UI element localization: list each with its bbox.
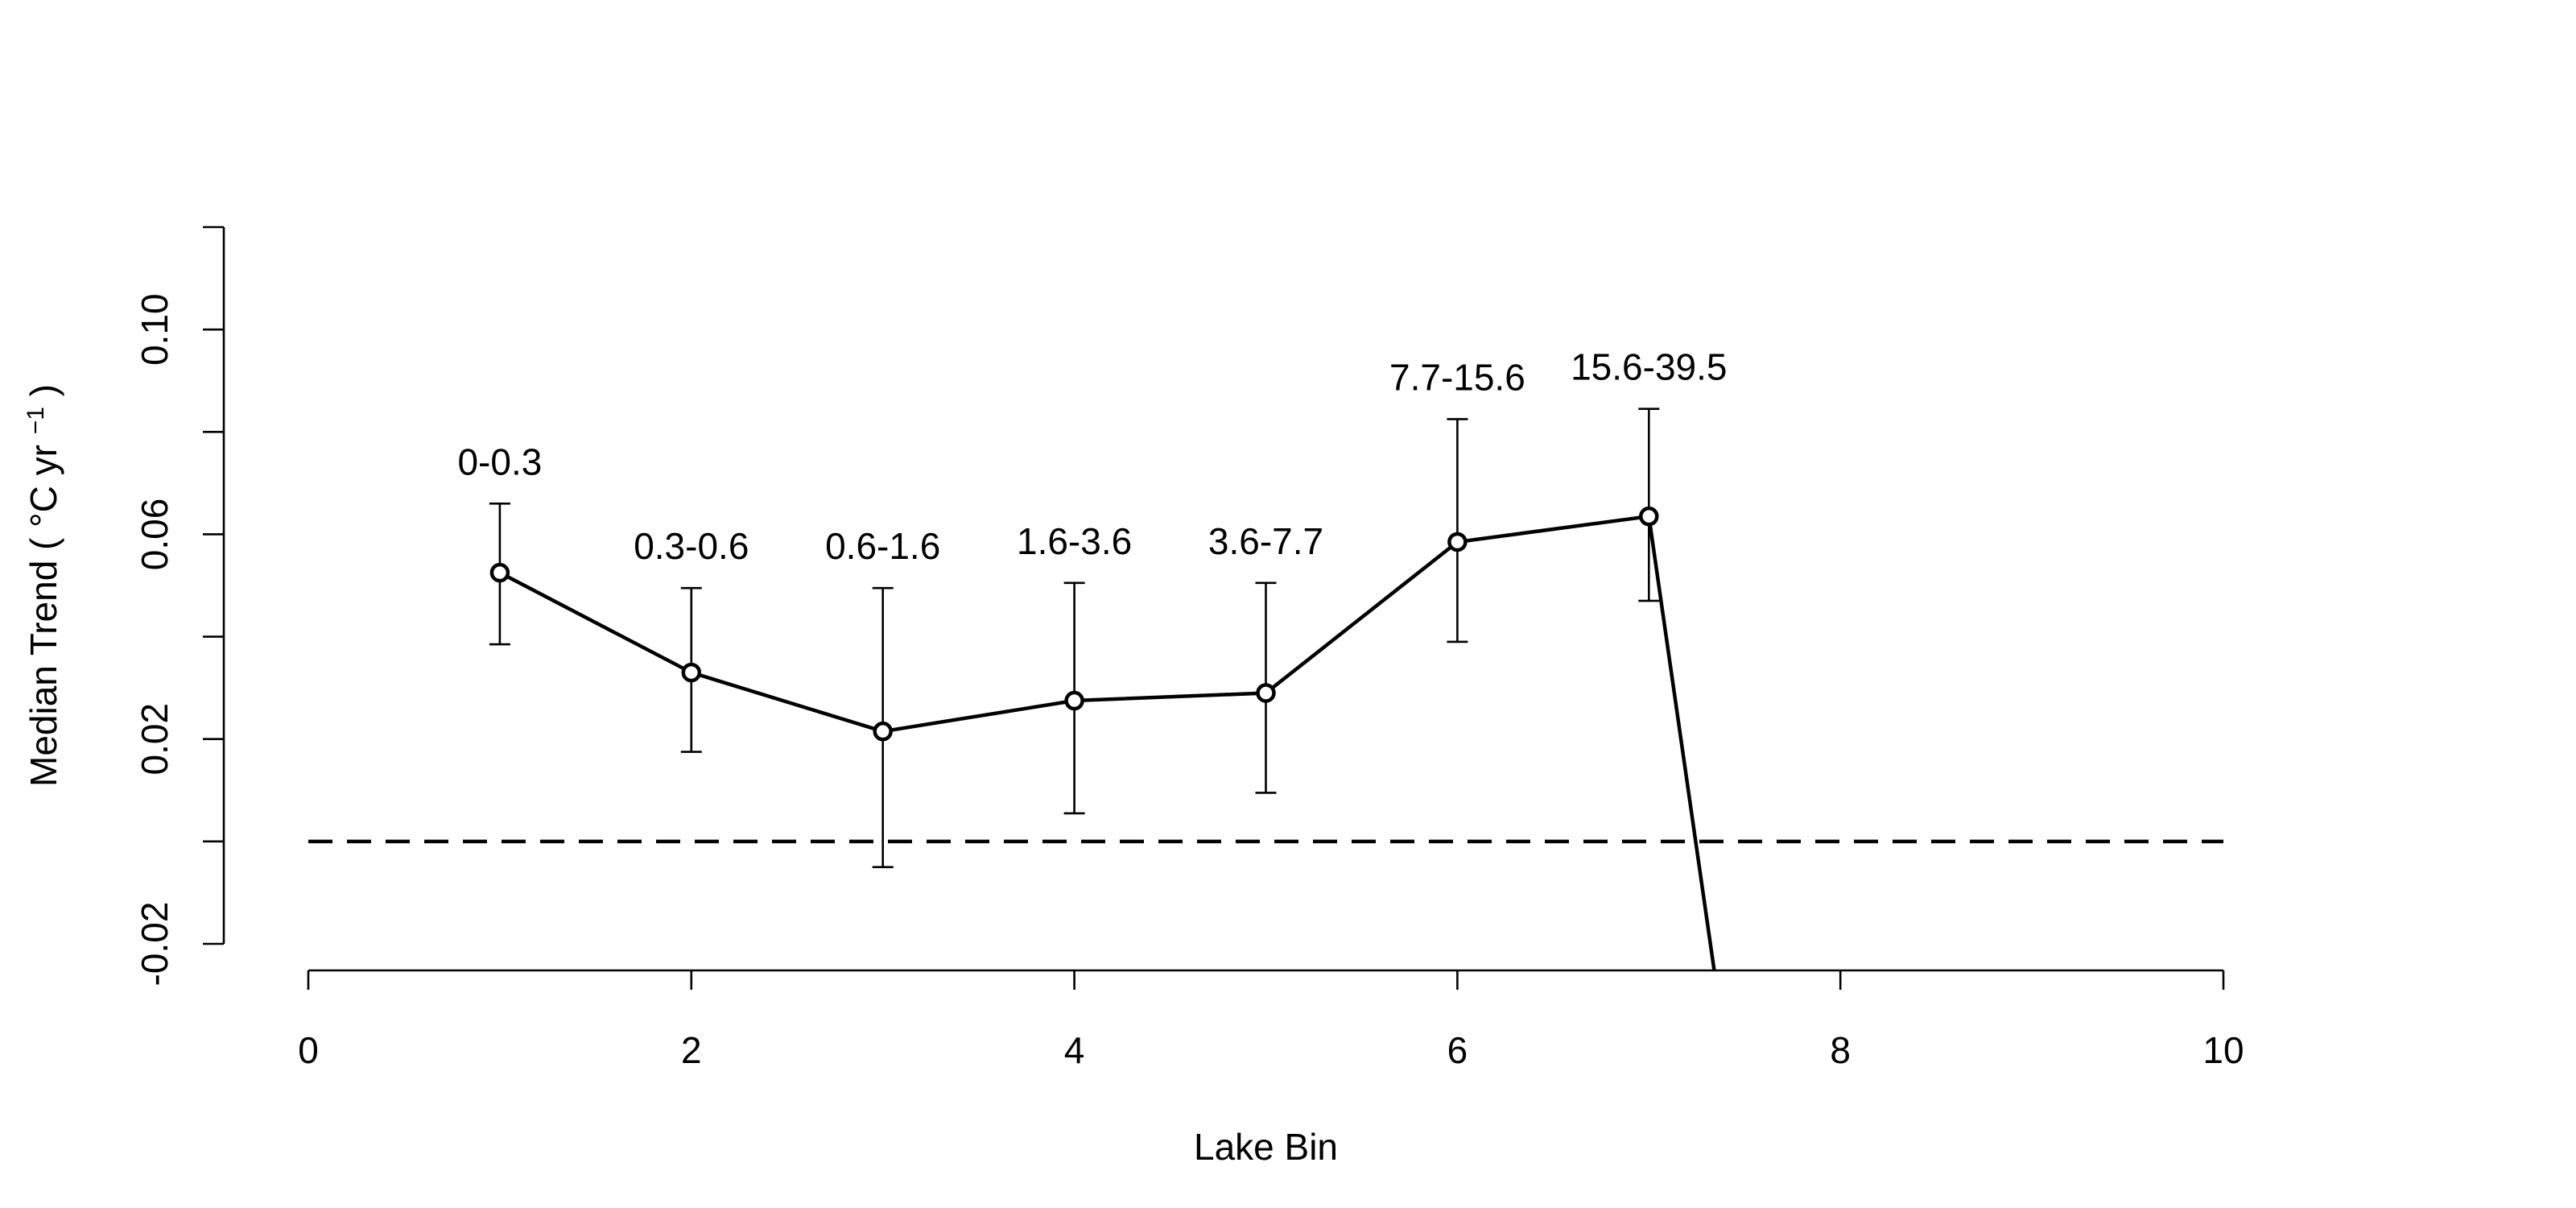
- x-axis-label: Lake Bin: [1194, 1126, 1338, 1168]
- series-line: [498, 514, 1716, 970]
- y-tick-label: 0.10: [134, 293, 175, 366]
- plot-area: [308, 407, 2223, 970]
- y-axis-label: Median Trend ( °C yr −1 ): [10, 384, 64, 787]
- point-label: 7.7-15.6: [1389, 356, 1525, 398]
- x-tick-label: 6: [1447, 1029, 1468, 1071]
- x-tick-label: 4: [1064, 1029, 1085, 1071]
- x-tick-label: 0: [298, 1029, 319, 1071]
- y-axis: -0.02 0.02 0.06 0.10: [134, 225, 225, 987]
- data-point: [1256, 683, 1276, 703]
- y-tick-label: 0.06: [134, 499, 175, 571]
- point-label: 15.6-39.5: [1571, 346, 1727, 388]
- data-point: [1064, 690, 1084, 711]
- point-label: 0-0.3: [457, 441, 542, 482]
- y-axis-label-unit: °C yr: [23, 445, 64, 527]
- point-label: 0.6-1.6: [825, 525, 940, 567]
- data-point: [873, 721, 893, 742]
- x-tick-label: 10: [2202, 1029, 2244, 1071]
- y-tick-label: 0.02: [134, 703, 175, 776]
- data-point: [681, 662, 702, 683]
- y-axis-label-suffix: ): [23, 384, 64, 396]
- point-label: 0.3-0.6: [634, 525, 749, 567]
- point-label: 1.6-3.6: [1017, 520, 1132, 562]
- data-point: [489, 562, 510, 583]
- y-axis-label-exponent: −1: [23, 407, 49, 434]
- data-point: [1639, 506, 1659, 527]
- x-tick-label: 8: [1830, 1029, 1851, 1071]
- y-tick-label: -0.02: [134, 902, 175, 987]
- x-axis: 0 2 4 6 8 10: [298, 969, 2244, 1071]
- data-point: [1447, 532, 1468, 552]
- point-label: 3.6-7.7: [1208, 520, 1323, 562]
- y-axis-label-prefix: Median Trend (: [23, 537, 64, 787]
- x-tick-label: 2: [681, 1029, 702, 1071]
